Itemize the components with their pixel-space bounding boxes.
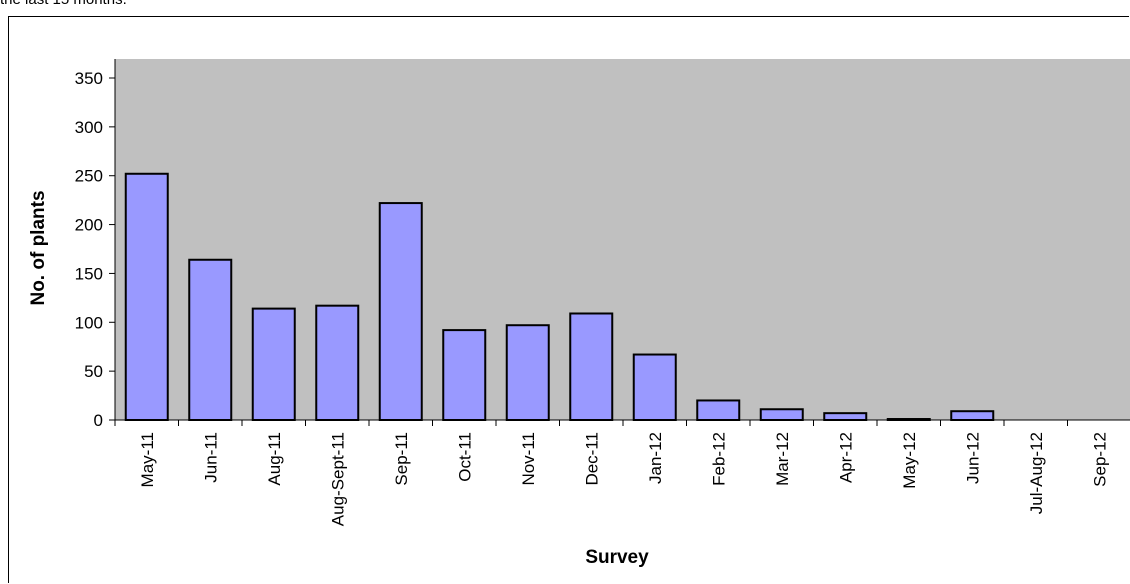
bar-sep-11 [378,202,423,421]
x-tick-label: Nov-11 [519,432,538,486]
x-tick-label: Apr-12 [836,432,855,483]
x-tick-label: Jun-12 [963,432,982,484]
x-tick-label: Sep-11 [392,432,411,486]
bar-jun-11 [188,258,233,421]
x-tick-label: Aug-11 [265,432,284,486]
bar-aug-sept-11 [315,304,360,421]
x-tick-label: May-11 [138,432,157,487]
x-tick-label: Oct-11 [455,432,474,482]
x-axis-ticks: May-11 Jun-11 Aug-11 Aug-Sept-11 Sep-11 Oct-1… [114,420,1109,526]
bar-nov-11 [505,324,550,421]
y-tick-label: 250 [75,167,103,186]
bar-mar-12 [759,408,804,422]
x-tick-label: May-12 [900,432,919,489]
y-tick-label: 300 [75,118,103,137]
y-tick-label: 100 [75,313,103,332]
y-tick-label: 150 [75,264,103,283]
bars [124,172,995,422]
y-tick-label: 350 [75,69,103,88]
x-tick-label: Feb-12 [709,432,728,486]
y-tick-label: 50 [84,362,103,381]
x-tick-label: Aug-Sept-11 [328,432,347,526]
figure-caption: the last 15 months. [0,0,127,8]
bar-oct-11 [442,329,487,421]
bar-may-11 [124,172,169,421]
x-tick-label: Jul-Aug-12 [1027,432,1046,514]
bar-apr-12 [823,412,868,422]
x-axis-title: Survey [585,547,649,568]
bar-feb-12 [696,399,741,422]
bar-aug-11 [251,307,296,421]
x-tick-label: Mar-12 [773,432,792,486]
x-tick-label: Jan-12 [646,432,665,484]
bar-dec-11 [569,312,614,421]
chart-frame [8,16,1129,583]
y-tick-label: 0 [94,411,103,430]
x-tick-label: Sep-12 [1090,432,1109,487]
x-tick-label: Jun-11 [201,432,220,483]
y-axis-ticks: 0 50 100 150 200 250 300 350 [75,69,115,430]
y-axis-title: No. of plants [28,190,49,305]
bar-jan-12 [632,353,677,422]
x-tick-label: Dec-11 [582,432,601,486]
y-tick-label: 200 [75,216,103,235]
bar-jun-12 [950,410,995,422]
